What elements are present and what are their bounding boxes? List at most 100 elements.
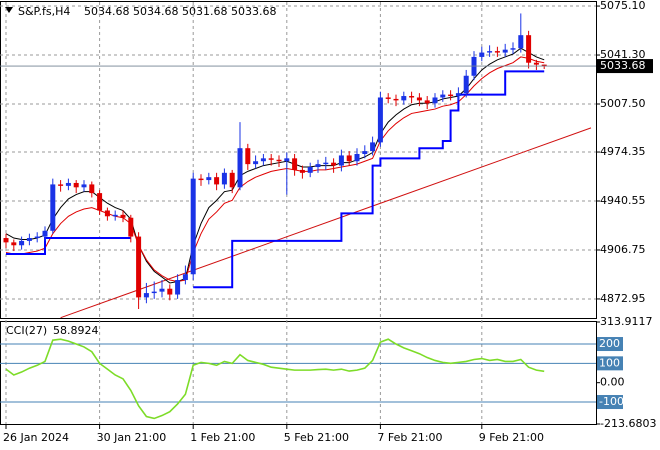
y-tick-label: 4940.55 bbox=[600, 194, 646, 207]
candle-body bbox=[182, 274, 188, 281]
candle-body bbox=[58, 184, 64, 186]
candle-body bbox=[393, 98, 399, 101]
candle-body bbox=[245, 148, 251, 165]
candle-body bbox=[26, 238, 32, 241]
candle-body bbox=[229, 172, 235, 188]
trendline bbox=[60, 127, 592, 319]
candle-body bbox=[541, 64, 547, 67]
candle-body bbox=[455, 93, 461, 97]
candle-body bbox=[206, 177, 212, 181]
candle-body bbox=[151, 291, 157, 294]
ohlc-open: 5034.68 bbox=[84, 5, 130, 18]
price-label-bg bbox=[597, 59, 653, 74]
y-tick-label: 313.9117 bbox=[600, 315, 653, 328]
candle-body bbox=[136, 236, 142, 298]
y-tick-label: 4906.75 bbox=[600, 243, 646, 256]
candle-body bbox=[510, 48, 516, 50]
candle-body bbox=[346, 155, 352, 162]
candle-body bbox=[104, 210, 110, 217]
indicator-line bbox=[5, 56, 545, 282]
candle-body bbox=[89, 184, 95, 194]
candle-body bbox=[73, 182, 79, 188]
candle-body bbox=[292, 158, 298, 170]
candle-body bbox=[284, 158, 290, 162]
candle-body bbox=[479, 52, 485, 57]
candle-body bbox=[362, 151, 368, 154]
level-label-bg bbox=[597, 395, 623, 410]
candle-body bbox=[377, 97, 383, 143]
level-label-bg bbox=[597, 337, 623, 352]
y-tick-label: -213.6803 bbox=[600, 417, 656, 430]
y-tick-label: -100 bbox=[599, 395, 624, 408]
candle-body bbox=[120, 214, 126, 218]
candle-body bbox=[354, 153, 360, 162]
candle-body bbox=[518, 35, 524, 49]
candle-body bbox=[268, 158, 274, 160]
y-tick-label: 4974.35 bbox=[600, 145, 646, 158]
y-tick-label: 0.00 bbox=[600, 376, 625, 389]
candle-body bbox=[34, 236, 40, 239]
candle-body bbox=[81, 184, 87, 188]
level-label-bg bbox=[597, 356, 623, 371]
main-panel bbox=[0, 1, 597, 319]
candle-body bbox=[416, 97, 422, 101]
candle-body bbox=[237, 148, 243, 188]
x-tick-label: 30 Jan 21:00 bbox=[97, 431, 167, 444]
candle-body bbox=[338, 155, 344, 166]
y-tick-label: 4872.95 bbox=[600, 292, 646, 305]
symbol: S&P.fs,H4 bbox=[18, 5, 70, 18]
candle-body bbox=[299, 169, 305, 173]
x-tick-label: 26 Jan 2024 bbox=[3, 431, 69, 444]
candle-body bbox=[112, 214, 118, 217]
candle-body bbox=[19, 240, 25, 246]
candle-body bbox=[159, 288, 165, 292]
ohlc-low: 5031.68 bbox=[182, 5, 228, 18]
x-tick-label: 9 Feb 21:00 bbox=[479, 431, 544, 444]
candle-body bbox=[385, 97, 391, 99]
candle-body bbox=[409, 96, 415, 98]
candle-body bbox=[307, 167, 313, 173]
candle-body bbox=[315, 164, 321, 168]
candle-body bbox=[276, 159, 282, 162]
cci-title: CCI(27) bbox=[6, 324, 47, 337]
candle-body bbox=[487, 51, 493, 53]
candle-body bbox=[440, 94, 446, 98]
candle-body bbox=[370, 142, 376, 152]
candle-body bbox=[11, 242, 17, 246]
candle-body bbox=[502, 49, 508, 53]
candle-body bbox=[65, 182, 71, 186]
candle-body bbox=[214, 177, 220, 185]
candle-body bbox=[432, 97, 438, 104]
candle-body bbox=[97, 193, 103, 211]
y-tick-label: 5041.30 bbox=[600, 48, 646, 61]
candle-body bbox=[198, 178, 204, 181]
candle-body bbox=[494, 51, 500, 53]
y-tick-label: 5075.10 bbox=[600, 0, 646, 12]
indicator-line bbox=[6, 70, 545, 289]
candle-body bbox=[331, 162, 337, 166]
candle-body bbox=[253, 161, 259, 165]
x-tick-label: 7 Feb 21:00 bbox=[377, 431, 442, 444]
cci-value: 58.8924 bbox=[53, 324, 99, 337]
candle-body bbox=[143, 293, 149, 298]
cci-line bbox=[5, 338, 545, 420]
price-label: 5033.68 bbox=[600, 59, 646, 72]
x-tick-label: 1 Feb 21:00 bbox=[190, 431, 255, 444]
ohlc-close: 5033.68 bbox=[231, 5, 277, 18]
x-tick-label: 5 Feb 21:00 bbox=[284, 431, 349, 444]
candle-body bbox=[260, 158, 266, 162]
ohlc-high: 5034.68 bbox=[133, 5, 179, 18]
candle-body bbox=[3, 238, 9, 243]
candle-body bbox=[424, 100, 430, 104]
candle-body bbox=[175, 280, 181, 295]
candle-body bbox=[463, 75, 469, 94]
candle-body bbox=[401, 96, 407, 101]
candle-body bbox=[221, 172, 227, 185]
indicator-line bbox=[5, 47, 545, 284]
candle-body bbox=[190, 178, 196, 275]
y-tick-label: 200 bbox=[599, 337, 620, 350]
panel-marker bbox=[5, 7, 13, 13]
candle-body bbox=[128, 217, 134, 237]
candle-body bbox=[533, 62, 539, 65]
